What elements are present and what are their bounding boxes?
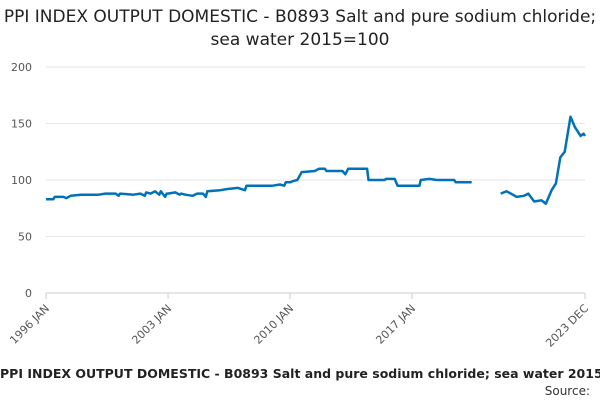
y-tick-label: 150 [11, 118, 32, 131]
y-tick-label: 200 [11, 61, 32, 74]
x-tick-label: 1996 JAN [7, 302, 52, 347]
y-tick-label: 50 [18, 231, 32, 244]
legend-series-label: PPI INDEX OUTPUT DOMESTIC - B0893 Salt a… [0, 366, 600, 381]
source-label: Source: [544, 384, 590, 398]
y-tick-label: 0 [25, 287, 32, 300]
x-tick-label: 2010 JAN [251, 302, 296, 347]
chart-title: PPI INDEX OUTPUT DOMESTIC - B0893 Salt a… [3, 7, 597, 50]
x-tick-label: 2017 JAN [373, 302, 418, 347]
x-tick-label: 2003 JAN [129, 302, 174, 347]
series-line-0 [46, 115, 587, 205]
y-tick-label: 100 [11, 174, 32, 187]
x-tick-label: 2023 DEC [543, 302, 591, 350]
